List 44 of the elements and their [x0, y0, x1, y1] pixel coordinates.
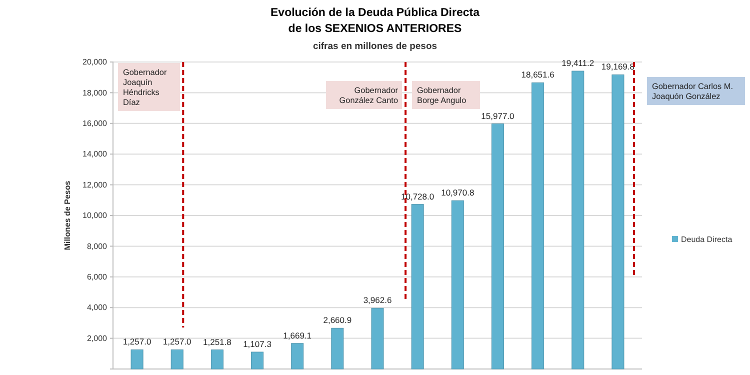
- data-label: 2,660.9: [323, 315, 352, 326]
- bar: [491, 124, 504, 370]
- data-label: 1,257.0: [122, 336, 152, 347]
- bar: [291, 343, 304, 370]
- data-label: 1,669.1: [283, 330, 312, 340]
- bar: [130, 349, 144, 370]
- y-tick-label: 2,000: [86, 334, 108, 343]
- data-label: 3,962.6: [363, 295, 392, 306]
- data-label: 19,411.2: [562, 58, 594, 68]
- annotation: Gobernador Borge Angulo: [417, 86, 467, 105]
- y-tick-label: 16,000: [82, 118, 108, 128]
- chart-subtitle: cifras en millones de pesos: [312, 41, 438, 52]
- bar: [411, 204, 424, 370]
- data-label: 10,970.8: [441, 188, 474, 198]
- y-axis-title: Millones de Pesos: [63, 180, 72, 250]
- data-label: 15,977.0: [481, 110, 515, 121]
- y-tick-label: 10,000: [82, 211, 108, 220]
- data-label: 18,651.6: [521, 70, 555, 80]
- annotation: Gobernador Joaquín Héndricks Díaz: [123, 68, 167, 107]
- chart-title: Evolución de la Deuda Pública Directa de los SEXENIOS ANTERIORES: [270, 7, 480, 35]
- data-label: 1,251.8: [203, 336, 232, 347]
- y-tick-label: 14,000: [82, 150, 108, 159]
- bar: [210, 350, 224, 370]
- bar: [371, 308, 384, 370]
- data-label: 1,257.0: [162, 336, 192, 347]
- y-tick-label: 18,000: [82, 88, 108, 98]
- y-tick-label: 12,000: [82, 180, 108, 190]
- bar: [170, 349, 184, 370]
- text: Gobernador Carlos M. Joaquón González: [652, 82, 733, 101]
- y-tick-label: 4,000: [86, 303, 108, 312]
- y-tick-label: 6,000: [86, 272, 108, 282]
- y-tick-label: 20,000: [82, 58, 108, 67]
- bar: [612, 74, 624, 370]
- bar: [251, 352, 264, 370]
- bar: [532, 82, 544, 370]
- bar: [451, 200, 464, 370]
- data-label: 10,728.0: [401, 191, 434, 202]
- data-label: 19,169.8: [601, 62, 635, 72]
- bar: [572, 70, 584, 370]
- legend-label: Deuda Directa: [681, 235, 733, 244]
- bar: [331, 328, 344, 370]
- data-label: 1,107.3: [243, 339, 272, 350]
- y-tick-label: 8,000: [86, 242, 108, 251]
- annotation: Gobernador González Canto: [339, 86, 398, 105]
